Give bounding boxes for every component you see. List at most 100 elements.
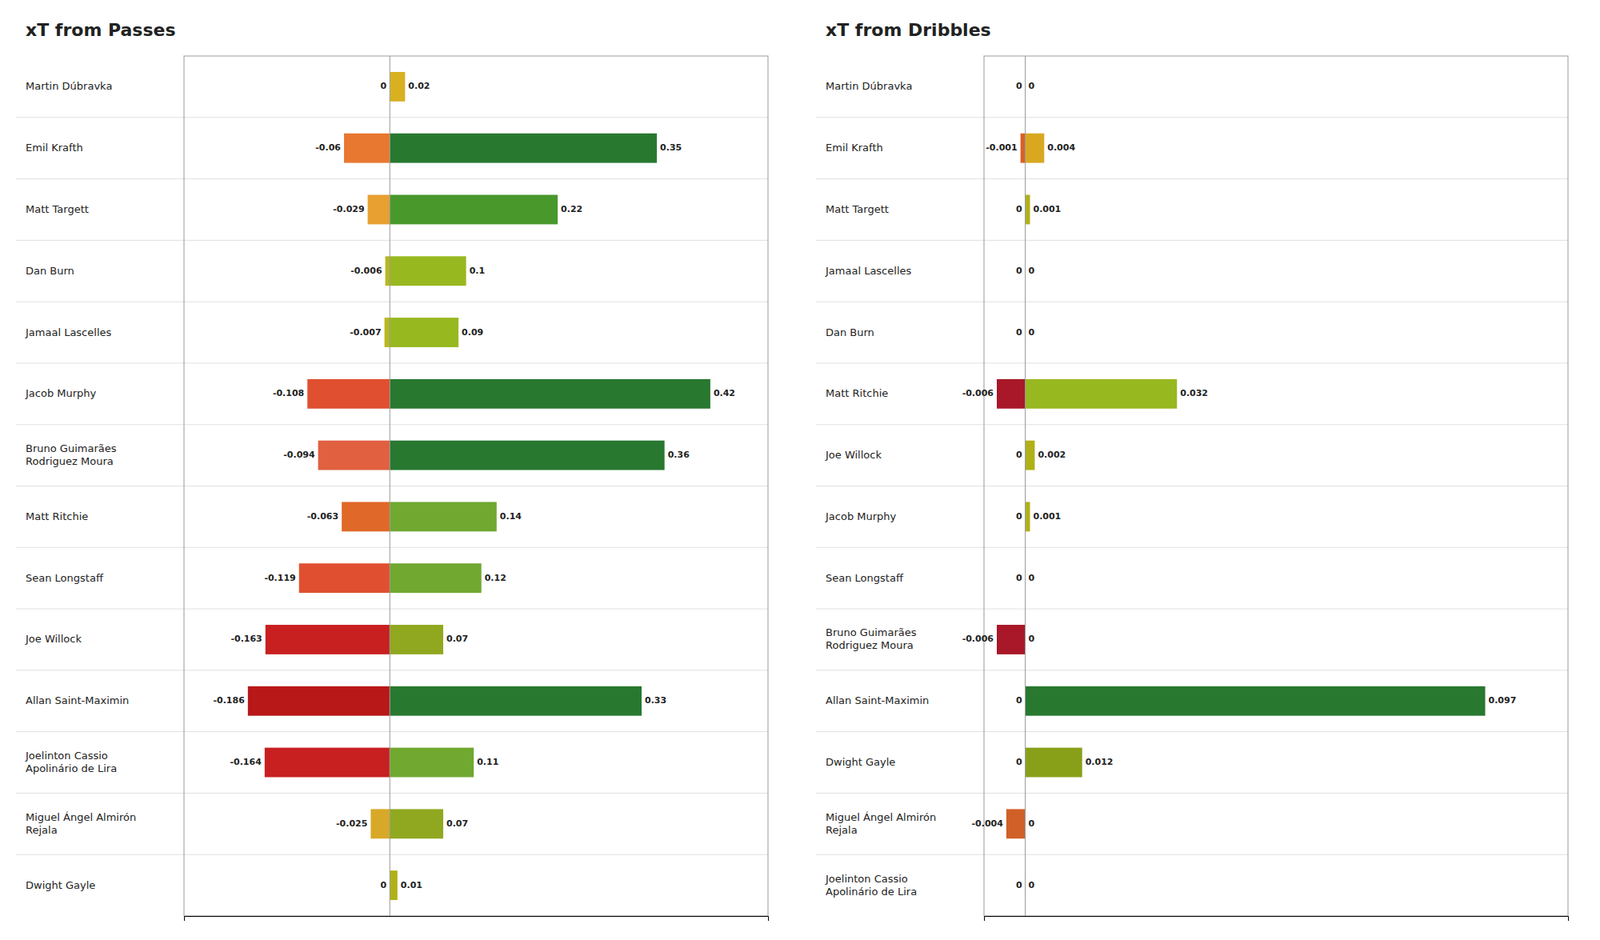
data-label: -0.004 [971, 818, 1004, 829]
bar [299, 563, 391, 593]
data-label: -0.006 [962, 388, 995, 399]
category-label: Matt Ritchie [25, 509, 88, 522]
data-label: 0 [1028, 265, 1036, 276]
row-line [16, 301, 768, 303]
row-line [816, 669, 1568, 671]
bars [248, 72, 711, 900]
data-label: 0.09 [461, 327, 484, 338]
row-line [816, 362, 1568, 364]
x-axis [184, 916, 769, 922]
data-label: 0 [1016, 449, 1023, 460]
category-label: Dwight Gayle [825, 756, 896, 768]
data-label: -0.119 [264, 572, 296, 584]
category-label: Miguel Ángel AlmirónRejala [825, 810, 936, 836]
zero-line [389, 56, 391, 916]
bar [265, 624, 390, 655]
bar [1025, 686, 1486, 716]
data-label: 0.12 [484, 572, 507, 584]
data-label: -0.108 [272, 388, 304, 399]
row-line [16, 424, 768, 425]
row-line [16, 240, 768, 241]
row-line [16, 731, 768, 732]
category-label: Jacob Murphy [824, 509, 897, 522]
row-line [16, 547, 768, 548]
category-label: Joe Willock [824, 448, 882, 461]
data-label: 0.032 [1180, 388, 1208, 399]
data-label: -0.094 [283, 449, 316, 460]
data-label: 0 [1028, 633, 1036, 644]
data-label: -0.164 [229, 756, 262, 768]
category-label: Allan Saint-Maximin [825, 694, 929, 707]
data-label: -0.063 [307, 511, 339, 522]
row-line [816, 854, 1568, 856]
bar [389, 256, 466, 286]
data-label: 0 [380, 80, 388, 92]
data-label: 0.11 [476, 756, 499, 768]
data-label: -0.025 [336, 818, 368, 829]
bar [1025, 379, 1178, 409]
category-label: Jamaal Lascelles [824, 264, 912, 276]
data-label: 0.36 [668, 449, 690, 460]
category-label: Sean Longstaff [825, 571, 904, 584]
bar [1006, 808, 1026, 839]
category-label: Martin Dúbravka [825, 80, 912, 92]
data-label: 0.01 [400, 880, 423, 891]
category-label: Bruno GuimarãesRodriguez Moura [25, 442, 117, 468]
row-line [816, 240, 1568, 241]
data-label: 0 [1028, 880, 1036, 891]
bar [384, 317, 391, 348]
data-label: -0.006 [350, 265, 383, 276]
data-label: -0.163 [230, 633, 262, 644]
category-label: Allan Saint-Maximin [25, 694, 129, 707]
bar [1025, 133, 1045, 164]
bar [368, 195, 391, 225]
bar [389, 195, 558, 225]
x-axis [984, 916, 1569, 922]
row-line [16, 854, 768, 856]
data-label: -0.006 [962, 633, 995, 644]
bar [996, 379, 1026, 409]
data-label: 0 [1028, 80, 1036, 92]
bar [389, 379, 711, 409]
data-label: -0.186 [212, 695, 245, 706]
bar [318, 440, 391, 471]
row-line [16, 485, 768, 487]
category-label: Miguel Ángel AlmirónRejala [25, 810, 136, 836]
data-label: 0.001 [1032, 204, 1061, 215]
bar [1025, 501, 1031, 532]
category-label: Matt Ritchie [825, 387, 888, 400]
data-label: -0.007 [349, 327, 381, 338]
category-label: Matt Targett [25, 202, 89, 215]
bar [389, 133, 657, 164]
zero-line [1024, 56, 1026, 916]
bar [370, 808, 390, 839]
row-line [16, 178, 768, 180]
bar [389, 563, 481, 593]
data-label: 0 [1016, 204, 1023, 215]
row-line [816, 116, 1568, 118]
data-label: -0.001 [985, 142, 1017, 153]
bar [389, 317, 459, 348]
data-label: 0 [1016, 327, 1023, 338]
chart-root: xT from PassesMartin DúbravkaEmil Krafth… [0, 0, 1600, 940]
bar [389, 440, 664, 471]
category-label: Joelinton CassioApolinário de Lira [824, 872, 917, 897]
bar [385, 256, 391, 286]
category-label: Jacob Murphy [24, 387, 97, 400]
data-label: 0.07 [446, 818, 468, 829]
data-label: 0.001 [1032, 511, 1061, 522]
data-label: 0.097 [1488, 695, 1517, 706]
panel: xT from PassesMartin DúbravkaEmil Krafth… [16, 20, 769, 921]
row-line [16, 669, 768, 671]
row-line [816, 608, 1568, 610]
data-label: 0.012 [1085, 756, 1114, 768]
category-label: Emil Krafth [25, 141, 84, 154]
row-line [816, 301, 1568, 303]
bar [389, 72, 405, 102]
bar [996, 624, 1026, 655]
data-label: 0.42 [713, 388, 736, 399]
row-line [816, 485, 1568, 487]
axis-line [984, 916, 1569, 922]
row-line [16, 608, 768, 610]
row-line [816, 731, 1568, 732]
